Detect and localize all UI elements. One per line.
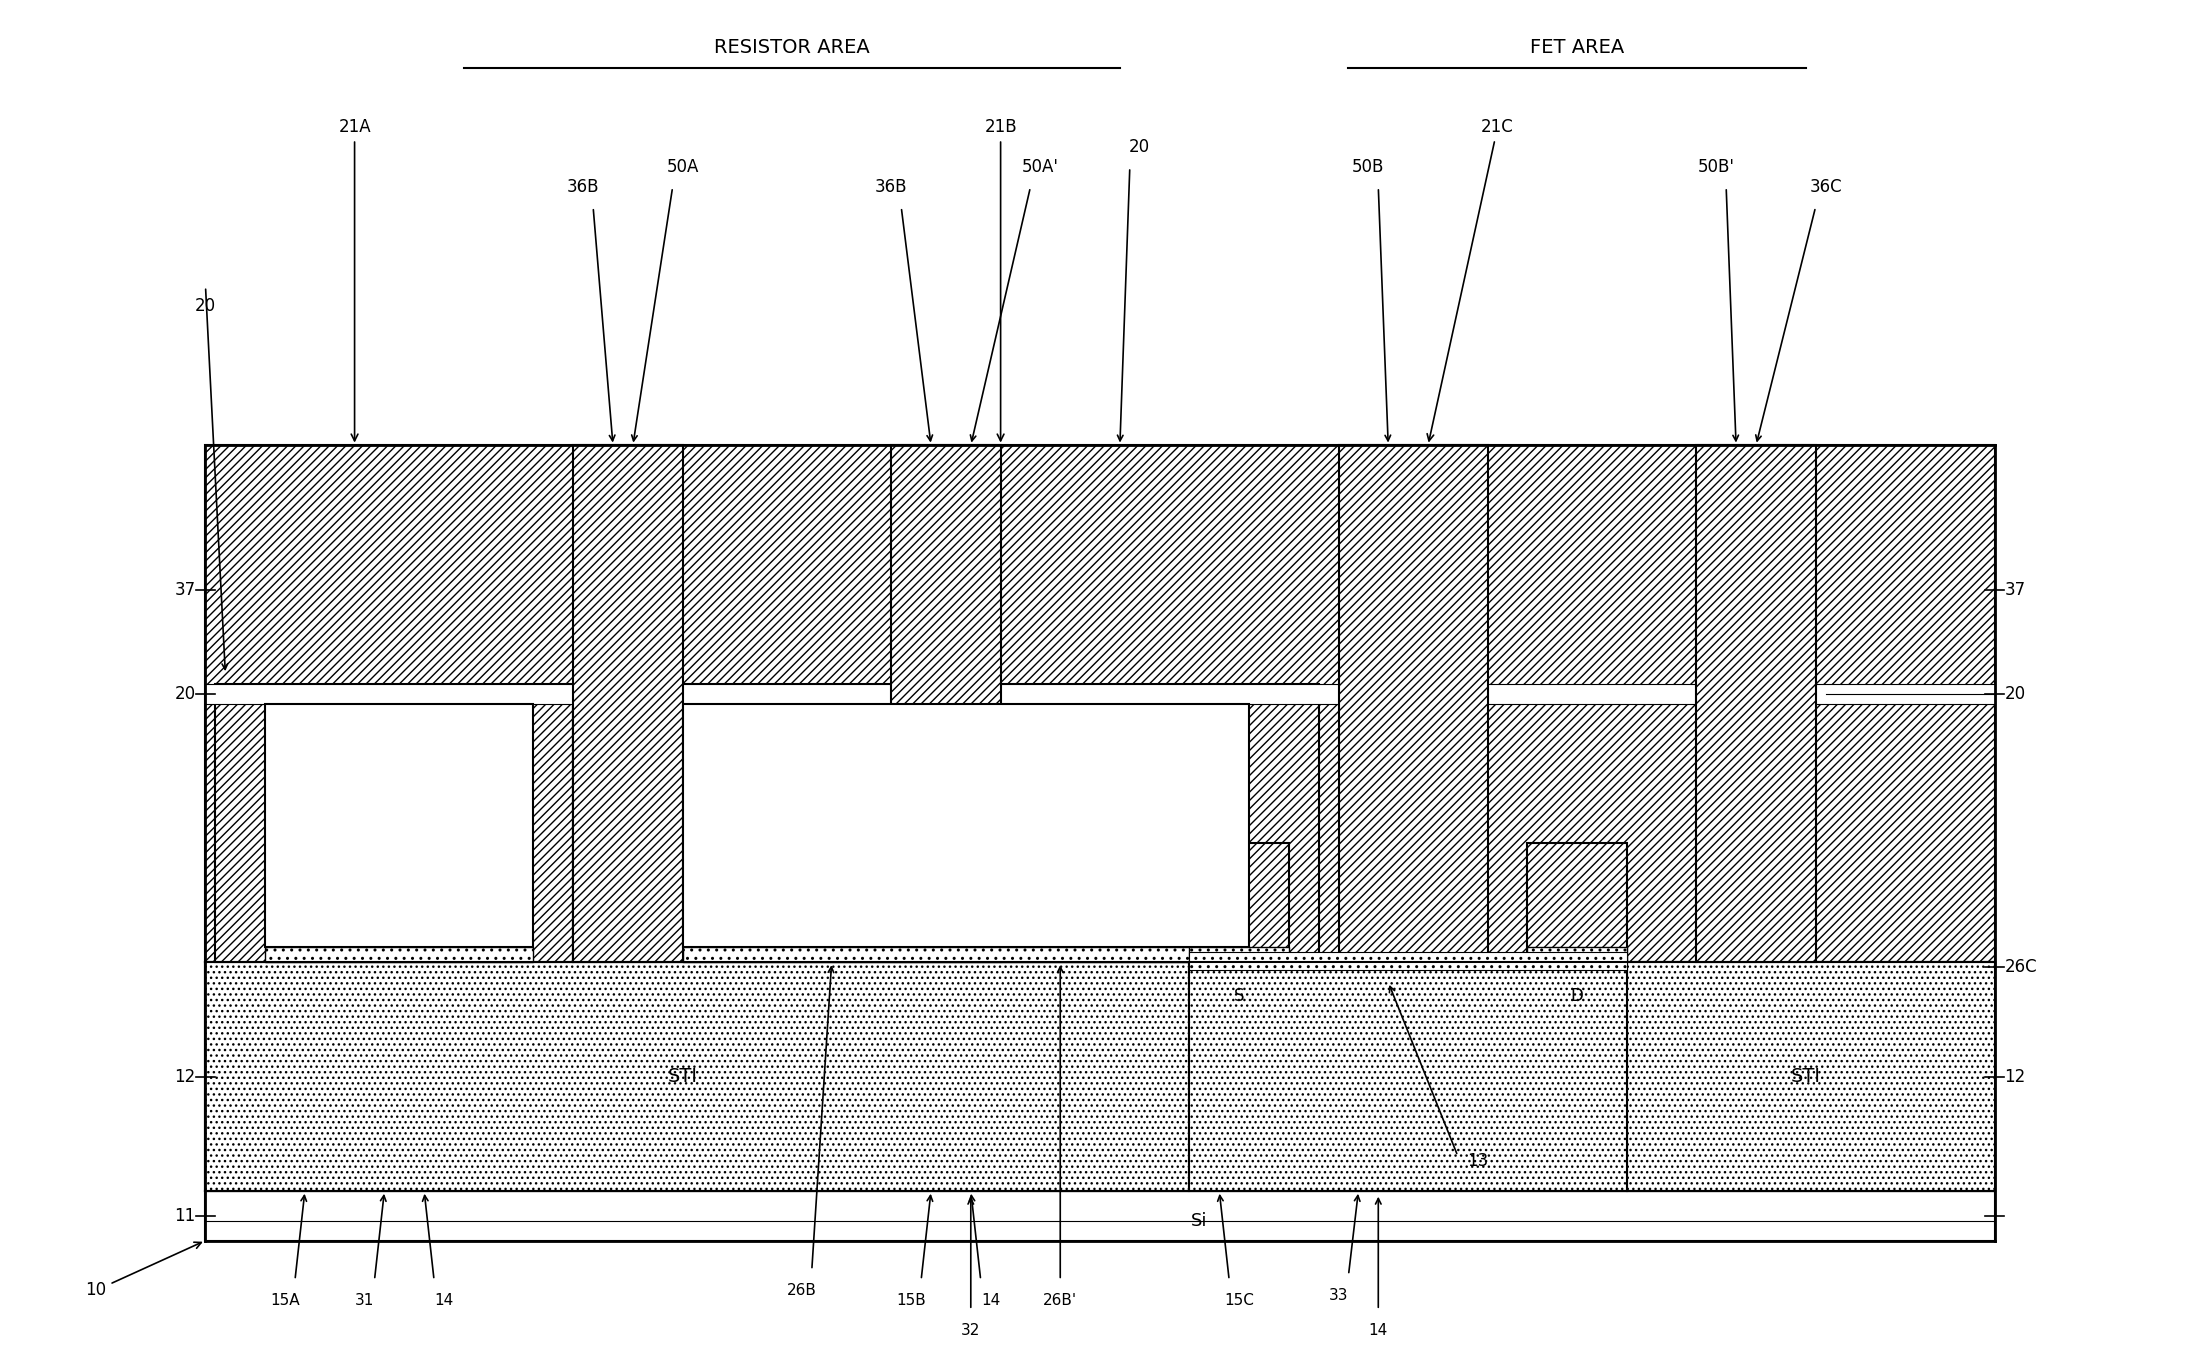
- Bar: [266, 948, 532, 962]
- Text: 36B: 36B: [568, 179, 598, 196]
- Text: S: S: [1234, 988, 1245, 1005]
- Bar: [574, 683, 1318, 962]
- Text: 50A': 50A': [1021, 158, 1058, 176]
- Bar: [1190, 952, 1626, 970]
- Text: RESISTOR AREA: RESISTOR AREA: [715, 38, 869, 57]
- Text: 31: 31: [354, 1293, 374, 1308]
- Text: 50B': 50B': [1698, 158, 1736, 176]
- Text: 26B': 26B': [1043, 1293, 1078, 1308]
- Text: STI: STI: [1791, 1067, 1822, 1086]
- Text: 10: 10: [86, 1243, 200, 1300]
- Bar: [1626, 962, 1995, 1191]
- Text: 50A: 50A: [667, 158, 700, 176]
- Text: 14: 14: [433, 1293, 453, 1308]
- Text: 20: 20: [174, 685, 196, 702]
- Bar: [891, 446, 1001, 962]
- Text: 15B: 15B: [895, 1293, 926, 1308]
- Text: 20: 20: [196, 297, 216, 315]
- Text: 16A: 16A: [383, 824, 416, 842]
- Text: 13: 13: [1467, 1153, 1489, 1170]
- Text: 37: 37: [2004, 581, 2026, 599]
- Text: 20: 20: [1129, 138, 1151, 157]
- Bar: [205, 962, 1995, 1191]
- Text: 21A: 21A: [339, 119, 372, 441]
- Text: 33: 33: [1329, 1288, 1349, 1303]
- Bar: [682, 948, 1250, 962]
- Bar: [682, 704, 1250, 948]
- Bar: [205, 446, 1995, 962]
- Text: 37: 37: [174, 581, 196, 599]
- Text: Si: Si: [1190, 1211, 1208, 1230]
- Bar: [205, 962, 1190, 1191]
- Text: 15A: 15A: [271, 1293, 299, 1308]
- Text: 12: 12: [174, 1068, 196, 1086]
- Bar: [574, 446, 682, 962]
- Bar: [1190, 962, 1626, 1191]
- Bar: [1338, 446, 1487, 962]
- Text: 20: 20: [1826, 685, 1846, 702]
- Text: 14: 14: [1368, 1323, 1388, 1338]
- Bar: [266, 704, 532, 948]
- Text: 11: 11: [174, 1207, 196, 1225]
- Bar: [205, 1191, 1995, 1241]
- Text: 21B: 21B: [983, 119, 1016, 441]
- Text: 14: 14: [981, 1293, 1001, 1308]
- Text: 32: 32: [961, 1323, 981, 1338]
- Text: 21C: 21C: [1428, 119, 1514, 441]
- Bar: [1527, 948, 1626, 962]
- Bar: [1527, 843, 1626, 962]
- Text: 26B: 26B: [788, 1282, 816, 1297]
- Text: 50B: 50B: [1353, 158, 1384, 176]
- Text: 15C: 15C: [1223, 1293, 1254, 1308]
- Text: 16B: 16B: [946, 824, 986, 843]
- Bar: [1190, 843, 1289, 962]
- Bar: [1696, 446, 1815, 962]
- Bar: [216, 683, 574, 962]
- Text: STI: STI: [667, 1067, 697, 1086]
- Text: 12: 12: [2004, 1068, 2026, 1086]
- Bar: [1190, 948, 1289, 962]
- Bar: [205, 683, 1995, 704]
- Text: 36B: 36B: [876, 179, 909, 196]
- Text: 36C: 36C: [1808, 179, 1841, 196]
- Text: 26C: 26C: [2004, 959, 2037, 977]
- Text: FET AREA: FET AREA: [1529, 38, 1624, 57]
- Text: D: D: [1571, 988, 1584, 1005]
- Text: 20: 20: [2004, 685, 2026, 702]
